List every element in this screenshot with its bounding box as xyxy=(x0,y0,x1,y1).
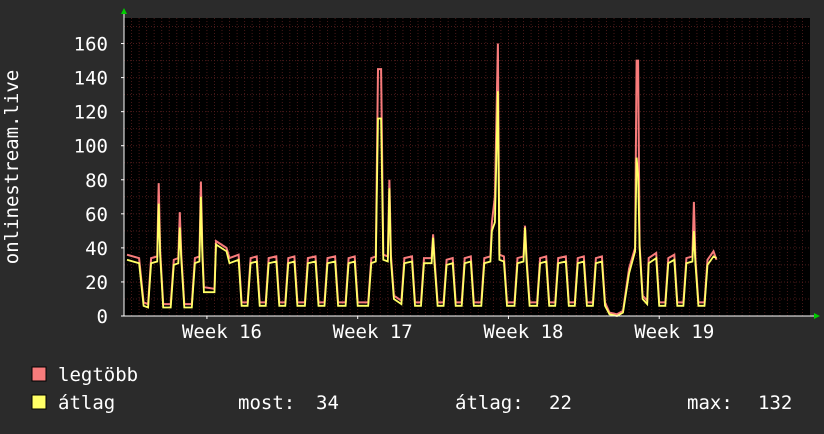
y-tick-label: 120 xyxy=(74,102,108,124)
legend-label-atlag: átlag xyxy=(58,392,115,414)
stat-max-label: max: xyxy=(687,392,733,414)
series-line-legtobb xyxy=(126,43,718,316)
stat-average-label: átlag: xyxy=(455,392,524,414)
x-tick-label: Week 16 xyxy=(182,321,262,343)
y-tick-label: 80 xyxy=(85,170,108,192)
stat-average-value: 22 xyxy=(549,392,572,414)
y-axis-arrow xyxy=(121,8,127,14)
x-tick-label: Week 17 xyxy=(333,321,413,343)
x-tick-label: Week 19 xyxy=(634,321,714,343)
y-tick-label: 140 xyxy=(74,68,108,90)
x-axis-arrow xyxy=(814,313,820,319)
grid-lines xyxy=(123,18,810,316)
stat-current-label: most: xyxy=(238,392,295,414)
legend-swatch-legtobb xyxy=(31,366,47,382)
y-tick-label: 40 xyxy=(85,238,108,260)
y-tick-label: 20 xyxy=(85,272,108,294)
series-line-atlag xyxy=(126,91,717,317)
y-tick-label: 60 xyxy=(85,204,108,226)
legend: legtöbb átlag most: 34 átlag: 22 max: 13… xyxy=(31,364,792,414)
y-tick-label: 160 xyxy=(74,34,108,56)
x-tick-label: Week 18 xyxy=(483,321,563,343)
y-axis-label: onlinestream.live xyxy=(1,70,23,264)
y-tick-label: 100 xyxy=(74,136,108,158)
axes xyxy=(121,8,820,319)
tick-labels: 0 20 40 60 80 100 120 140 160 Week 16 Week 17 Week … xyxy=(74,34,715,343)
legend-swatch-atlag xyxy=(31,394,47,410)
series-layer xyxy=(126,43,718,317)
stat-max-value: 132 xyxy=(758,392,792,414)
stat-current-value: 34 xyxy=(316,392,339,414)
legend-label-legtobb: legtöbb xyxy=(58,364,138,386)
y-tick-label: 0 xyxy=(97,306,108,328)
